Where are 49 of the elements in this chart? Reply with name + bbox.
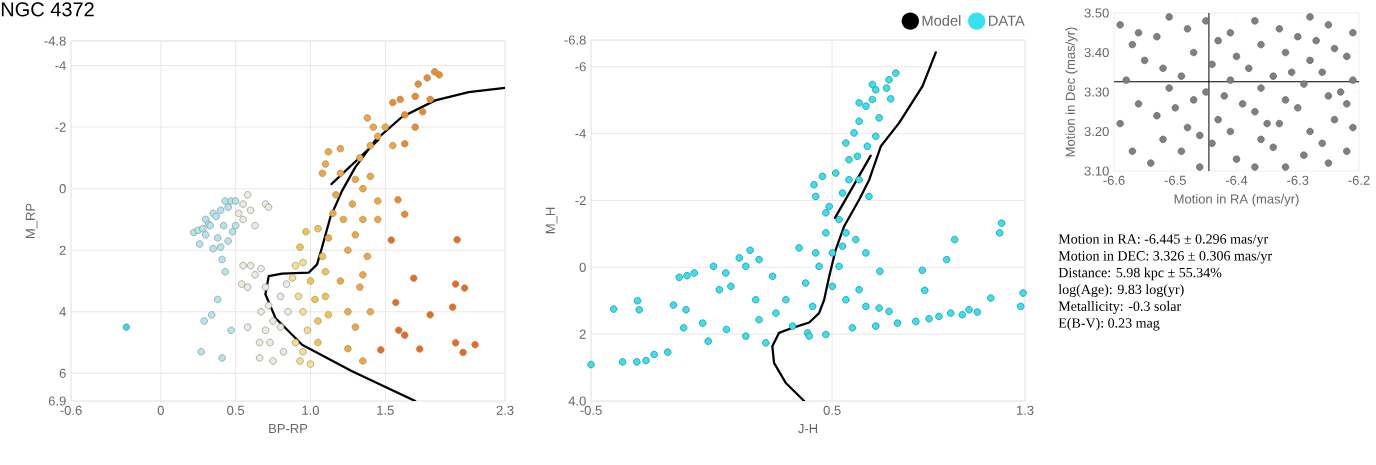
x-tick-label: 0 [157, 405, 164, 415]
y-axis-title: Motion in Dec (mas/yr) [1065, 27, 1078, 157]
legend-label: DATA [989, 15, 1025, 26]
x-tick-label: -6.5 [1164, 175, 1186, 185]
y-tick-label: 2 [579, 329, 586, 339]
x-tick-label: 0.5 [823, 405, 841, 415]
y-tick-label: 2 [59, 245, 66, 255]
x-tick-label: 2.3 [496, 405, 514, 415]
x-axis-title: J-H [798, 424, 818, 434]
y-axis-title: M_RP [25, 203, 38, 238]
y-tick-label: -6 [575, 62, 586, 72]
x-tick-label: -0.6 [60, 405, 82, 415]
x-tick-label: 0.5 [227, 405, 245, 415]
y-tick-label: 6 [59, 368, 66, 378]
text: log(Age): 9.83 log(yr) [1058, 284, 1184, 297]
x-tick-label: -6.2 [1348, 175, 1370, 185]
x-tick-label: -0.5 [580, 405, 602, 415]
x-axis-title: Motion in RA (mas/yr) [1174, 194, 1299, 207]
y-tick-label: 3.30 [1084, 87, 1109, 97]
x-tick-label: 1.0 [302, 405, 319, 415]
text: Distance: 5.98 kpc ± 55.34% [1058, 267, 1222, 281]
y-tick-label: -2 [575, 195, 586, 205]
y-tick-label: -6.8 [564, 35, 586, 45]
text: Motion in DEC: 3.326 ± 0.306 mas/yr [1058, 251, 1272, 264]
y-axis-title: M_H [545, 207, 558, 234]
y-tick-label: 3.40 [1084, 47, 1109, 58]
x-tick-label: 1.3 [1016, 405, 1034, 415]
y-tick-label: 4.0 [568, 396, 586, 406]
chart-title: NGC 4372 [1, 2, 94, 17]
y-tick-label: 3.50 [1084, 8, 1109, 18]
y-tick-label: 3.10 [1084, 166, 1109, 176]
y-tick-label: 0 [579, 262, 586, 272]
y-tick-label: -4.8 [44, 36, 66, 46]
text: Motion in RA: -6.445 ± 0.296 mas/yr [1058, 234, 1269, 247]
x-tick-label: 1.5 [377, 405, 394, 415]
y-tick-label: 0 [59, 184, 66, 194]
y-tick-label: 6.9 [48, 396, 66, 406]
y-tick-label: -2 [55, 122, 66, 132]
y-tick-label: 3.20 [1084, 126, 1109, 137]
x-axis-title: BP-RP [269, 424, 308, 434]
x-tick-label: -6.3 [1287, 175, 1309, 185]
text: E(B-V): 0.23 mag [1058, 317, 1160, 331]
y-tick-label: 4 [59, 307, 66, 317]
x-tick-label: -6.4 [1225, 175, 1248, 185]
x-tick-label: -6.6 [1103, 175, 1125, 185]
y-tick-label: -4 [575, 129, 586, 139]
text: Metallicity: -0.3 solar [1058, 301, 1182, 314]
y-tick-label: -4 [55, 61, 66, 71]
legend-label: Model [922, 15, 961, 26]
